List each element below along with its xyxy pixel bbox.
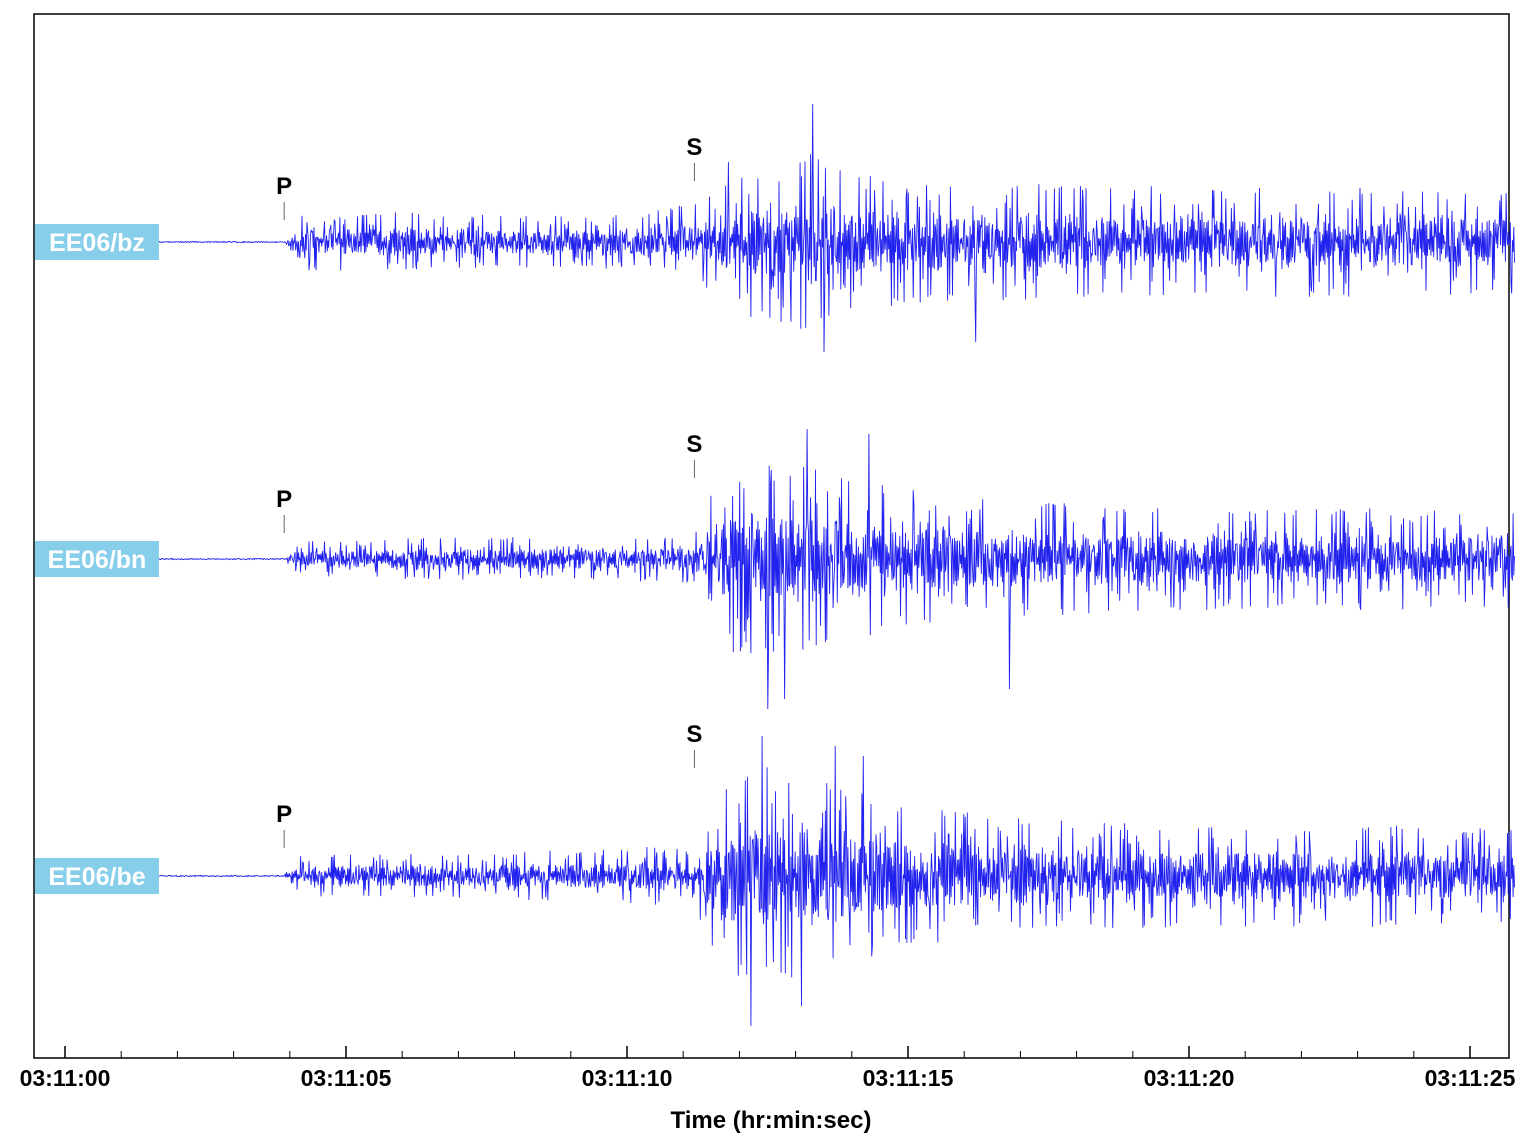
channel-label-ee06-bz: EE06/bz	[35, 224, 159, 260]
channel-label-text: EE06/bz	[49, 229, 145, 257]
x-tick-label: 03:11:15	[863, 1065, 954, 1091]
channel-label-ee06-be: EE06/be	[35, 858, 159, 894]
x-tick-label: 03:11:00	[20, 1065, 111, 1091]
trace-ee06-bn	[157, 428, 1515, 710]
p-phase-label: P	[276, 801, 292, 828]
traces-group	[157, 103, 1515, 1027]
s-phase-label: S	[686, 721, 702, 748]
trace-ee06-be	[157, 735, 1515, 1027]
s-phase-label: S	[686, 134, 702, 161]
channel-label-ee06-bn: EE06/bn	[35, 541, 159, 577]
x-axis: 03:11:00 03:11:05 03:11:10 03:11:15 03:11:20…	[20, 1046, 1516, 1091]
s-phase-label: S	[686, 431, 702, 458]
x-tick-label: 03:11:10	[582, 1065, 673, 1091]
channel-label-box	[35, 858, 159, 894]
x-tick-label: 03:11:05	[301, 1065, 392, 1091]
plot-frame	[33, 13, 1510, 1059]
channel-label-box	[35, 541, 159, 577]
trace-ee06-bz	[157, 103, 1515, 353]
p-phase-label: P	[276, 486, 292, 513]
x-axis-label: Time (hr:min:sec)	[671, 1107, 872, 1134]
channel-label-text: EE06/bn	[48, 546, 147, 574]
channel-labels-group: EE06/bz EE06/bn EE06/be	[35, 224, 159, 894]
x-tick-label: 03:11:25	[1425, 1065, 1516, 1091]
phase-markers-group: P S P S P S	[276, 134, 702, 848]
p-phase-label: P	[276, 173, 292, 200]
channel-label-box	[35, 224, 159, 260]
x-tick-label: 03:11:20	[1144, 1065, 1235, 1091]
channel-label-text: EE06/be	[48, 863, 145, 891]
